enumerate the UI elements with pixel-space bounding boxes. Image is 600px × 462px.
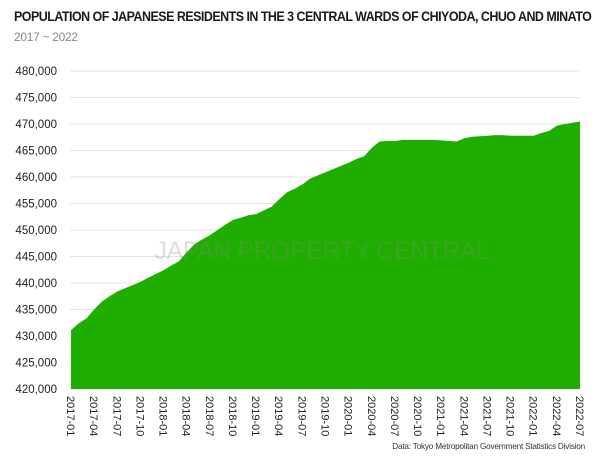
x-tick-label: 2018-07 <box>203 396 215 436</box>
x-tick-label: 2019-04 <box>272 396 284 436</box>
x-tick-label: 2018-04 <box>180 396 192 436</box>
x-axis-labels: 2017-01 2017-04 2017-07 2017-10 2018-01 2018-… <box>64 396 585 436</box>
x-tick-label: 2021-10 <box>504 396 516 436</box>
y-tick-label: 440,000 <box>15 278 57 290</box>
x-tick-label: 2017-07 <box>110 396 122 436</box>
y-tick-label: 450,000 <box>15 225 57 237</box>
chart-title: POPULATION OF JAPANESE RESIDENTS IN THE … <box>14 9 592 24</box>
x-tick-label: 2021-01 <box>434 396 446 436</box>
x-tick-label: 2019-01 <box>249 396 261 436</box>
y-tick-label: 480,000 <box>15 66 57 78</box>
x-tick-label: 2017-04 <box>87 396 99 436</box>
x-tick-label: 2020-07 <box>388 396 400 436</box>
x-tick-label: 2022-07 <box>573 396 585 436</box>
x-tick-label: 2017-01 <box>64 396 76 436</box>
y-tick-label: 420,000 <box>15 384 57 396</box>
y-axis-labels: 420,000 425,000 430,000 435,000 440,000 445,0… <box>15 66 57 396</box>
x-tick-label: 2017-10 <box>133 396 145 436</box>
y-tick-label: 455,000 <box>15 199 57 211</box>
data-source: Data: Tokyo Metropolitan Government Stat… <box>392 442 585 451</box>
x-tick-label: 2020-04 <box>365 396 377 436</box>
y-tick-label: 475,000 <box>15 93 57 105</box>
x-tick-label: 2021-07 <box>481 396 493 436</box>
x-tick-label: 2018-10 <box>226 396 238 436</box>
x-tick-label: 2018-01 <box>157 396 169 436</box>
x-tick-label: 2020-01 <box>342 396 354 436</box>
chart-subtitle: 2017 ~ 2022 <box>14 30 78 44</box>
x-tick-label: 2019-10 <box>319 396 331 436</box>
x-tick-label: 2022-04 <box>550 396 562 436</box>
x-tick-label: 2022-01 <box>527 396 539 436</box>
y-tick-label: 445,000 <box>15 252 57 264</box>
x-tick-label: 2021-04 <box>457 396 469 436</box>
y-tick-label: 460,000 <box>15 172 57 184</box>
y-tick-label: 465,000 <box>15 146 57 158</box>
y-tick-label: 425,000 <box>15 358 57 370</box>
y-tick-label: 470,000 <box>15 119 57 131</box>
watermark: JAPAN PROPERTY CENTRAL <box>155 237 491 265</box>
x-tick-label: 2019-07 <box>295 396 307 436</box>
x-tick-label: 2020-10 <box>411 396 423 436</box>
y-tick-label: 430,000 <box>15 331 57 343</box>
population-area <box>71 121 580 390</box>
y-tick-label: 435,000 <box>15 305 57 317</box>
